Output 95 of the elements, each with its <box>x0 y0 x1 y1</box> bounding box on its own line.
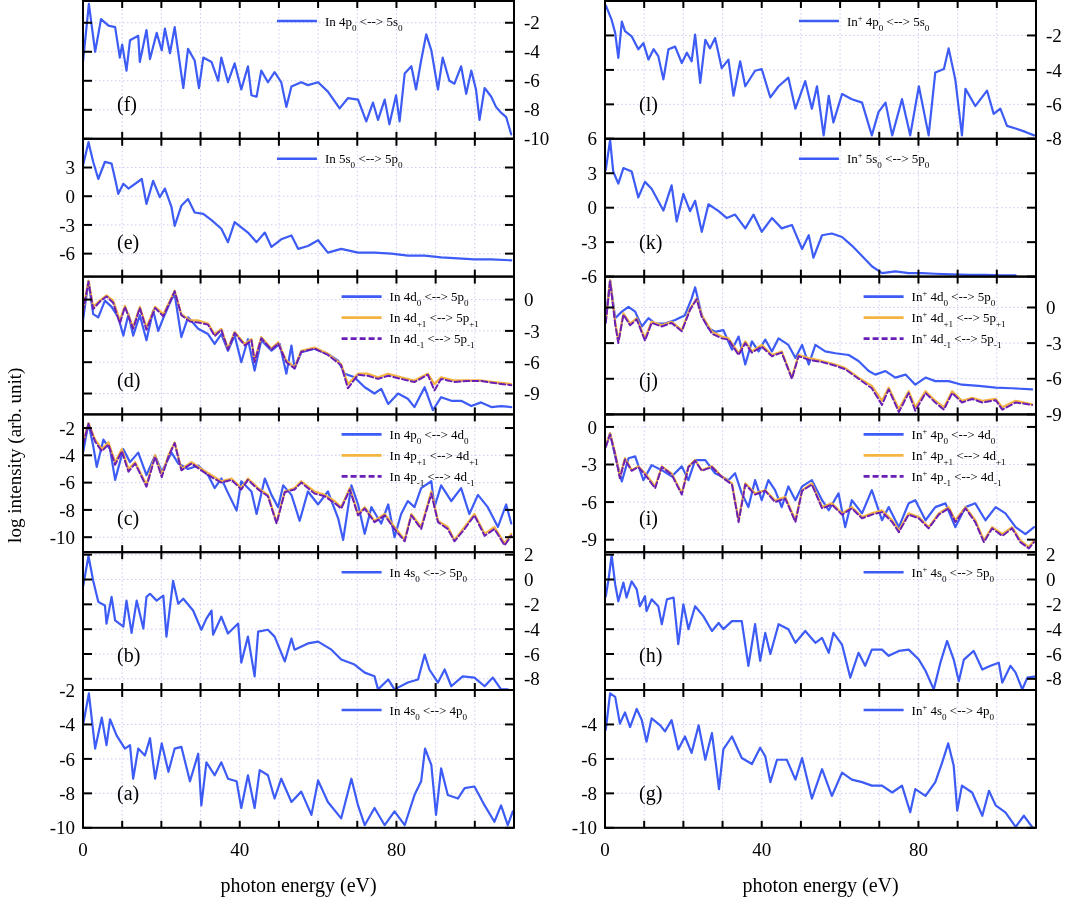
y-tick-label: -4 <box>524 41 541 63</box>
annotation: (k) <box>639 231 663 255</box>
y-tick-label: -9 <box>581 529 597 551</box>
legend-label: In 4p$_{-1}$ <--> 4d$_{-1}$ <box>389 468 475 488</box>
y-tick-label: -2 <box>524 593 540 615</box>
annotation: (l) <box>639 93 658 117</box>
y-tick-label: -2 <box>1046 25 1062 47</box>
y-tick-label: -3 <box>581 454 597 476</box>
y-tick-label: -4 <box>1046 59 1063 81</box>
y-axis-title: log intensity (arb. unit) <box>4 367 26 543</box>
legend-label: In$^{+}$ 5s$_{0}$ <--> 5p$_{0}$ <box>846 150 930 171</box>
annotation: (a) <box>117 782 140 806</box>
y-tick-label: -6 <box>59 243 75 265</box>
y-tick-label: 0 <box>524 289 534 311</box>
y-tick-label: -6 <box>524 70 540 92</box>
y-tick-label: 6 <box>587 128 597 150</box>
y-tick-label: -9 <box>1046 404 1062 426</box>
legend-label: In$^{+}$ 4s$_{0}$ <--> 5p$_{0}$ <box>911 563 995 584</box>
y-tick-label: -6 <box>1046 643 1062 665</box>
annotation: (c) <box>117 506 140 530</box>
legend-label: In$^{+}$ 4d$_{0}$ <--> 5p$_{0}$ <box>911 288 996 309</box>
legend-label: In$^{+}$ 4p$_{-1}$ <--> 4d$_{-1}$ <box>911 467 1002 488</box>
annotation: (j) <box>639 368 658 392</box>
y-tick-label: -6 <box>59 472 75 494</box>
y-tick-label: -6 <box>581 266 597 288</box>
y-tick-label: -10 <box>49 817 75 839</box>
x-tick-label: 40 <box>752 838 772 860</box>
annotation: (f) <box>117 93 137 117</box>
y-tick-label: -3 <box>524 320 540 342</box>
x-tick-label: 80 <box>908 838 928 860</box>
legend-label: In 4p$_{0}$ <--> 5s$_{0}$ <box>324 13 403 33</box>
legend-label: In 5s$_{0}$ <--> 5p$_{0}$ <box>324 151 403 171</box>
y-tick-label: 3 <box>587 162 597 184</box>
legend-label: In$^{+}$ 4d$_{+1}$ <--> 5p$_{+1}$ <box>911 309 1006 330</box>
y-tick-label: -10 <box>49 526 75 548</box>
legend-label: In 4p$_{0}$ <--> 4d$_{0}$ <box>389 426 470 446</box>
y-tick-label: 0 <box>524 569 534 591</box>
legend-label: In$^{+}$ 4p$_{+1}$ <--> 4d$_{+1}$ <box>911 446 1006 467</box>
annotation: (i) <box>639 506 658 530</box>
y-tick-label: -6 <box>524 643 540 665</box>
x-axis-title: photon energy (eV) <box>220 873 377 897</box>
annotation: (h) <box>639 644 663 668</box>
legend-label: In$^{+}$ 4d$_{-1}$ <--> 5p$_{-1}$ <box>911 330 1002 351</box>
legend-label: In 4s$_{0}$ <--> 4p$_{0}$ <box>389 702 468 722</box>
y-tick-label: -8 <box>524 668 540 690</box>
y-tick-label: -8 <box>59 783 75 804</box>
y-tick-label: -6 <box>524 351 540 373</box>
y-tick-label: -10 <box>524 128 550 150</box>
legend-label: In 4p$_{+1}$ <--> 4d$_{+1}$ <box>389 447 479 467</box>
y-tick-label: -8 <box>59 499 75 521</box>
annotation: (b) <box>117 644 141 668</box>
y-tick-label: -8 <box>524 99 540 121</box>
legend-label: In$^{+}$ 4p$_{0}$ <--> 5s$_{0}$ <box>846 12 930 33</box>
legend-label: In$^{+}$ 4p$_{0}$ <--> 4d$_{0}$ <box>911 425 996 446</box>
legend-label: In 4d$_{+1}$ <--> 5p$_{+1}$ <box>389 310 479 330</box>
y-tick-label: -4 <box>581 714 598 736</box>
y-tick-label: -2 <box>59 679 75 701</box>
y-tick-label: -6 <box>581 491 597 513</box>
y-tick-label: 0 <box>65 185 75 207</box>
annotation: (d) <box>117 368 141 392</box>
annotation: (e) <box>117 231 140 255</box>
y-tick-label: -6 <box>1046 94 1062 115</box>
y-tick-label: 3 <box>65 157 75 179</box>
y-tick-label: -6 <box>59 748 75 770</box>
y-tick-label: -2 <box>59 417 75 439</box>
y-tick-label: 0 <box>1046 297 1056 319</box>
y-tick-label: -3 <box>59 214 75 236</box>
y-tick-label: 0 <box>587 416 597 438</box>
y-tick-label: -10 <box>571 817 597 839</box>
y-tick-label: -8 <box>581 783 597 804</box>
annotation: (g) <box>639 782 663 806</box>
legend-label: In 4s$_{0}$ <--> 5p$_{0}$ <box>389 564 468 584</box>
y-tick-label: 2 <box>524 544 534 566</box>
y-tick-label: -6 <box>1046 368 1062 390</box>
y-tick-label: 0 <box>1046 569 1056 591</box>
x-axis-title: photon energy (eV) <box>742 873 899 897</box>
y-tick-label: 2 <box>1046 544 1056 566</box>
y-tick-label: -4 <box>59 444 76 466</box>
y-tick-label: -8 <box>1046 128 1062 150</box>
y-tick-label: -4 <box>1046 618 1063 640</box>
x-tick-label: 40 <box>230 838 250 860</box>
y-tick-label: -3 <box>1046 332 1062 354</box>
y-tick-label: -4 <box>59 714 76 736</box>
y-tick-label: -4 <box>524 618 541 640</box>
x-tick-label: 80 <box>386 838 406 860</box>
y-tick-label: -3 <box>581 231 597 253</box>
legend-label: In 4d$_{0}$ <--> 5p$_{0}$ <box>389 289 470 309</box>
legend-label: In$^{+}$ 4s$_{0}$ <--> 4p$_{0}$ <box>911 701 995 722</box>
y-tick-label: -9 <box>524 383 540 405</box>
y-tick-label: -6 <box>581 748 597 770</box>
y-tick-label: 0 <box>587 197 597 219</box>
y-tick-label: -2 <box>1046 593 1062 615</box>
y-tick-label: -8 <box>1046 668 1062 690</box>
y-tick-label: -2 <box>524 12 540 34</box>
legend-label: In 4d$_{-1}$ <--> 5p$_{-1}$ <box>389 331 475 351</box>
